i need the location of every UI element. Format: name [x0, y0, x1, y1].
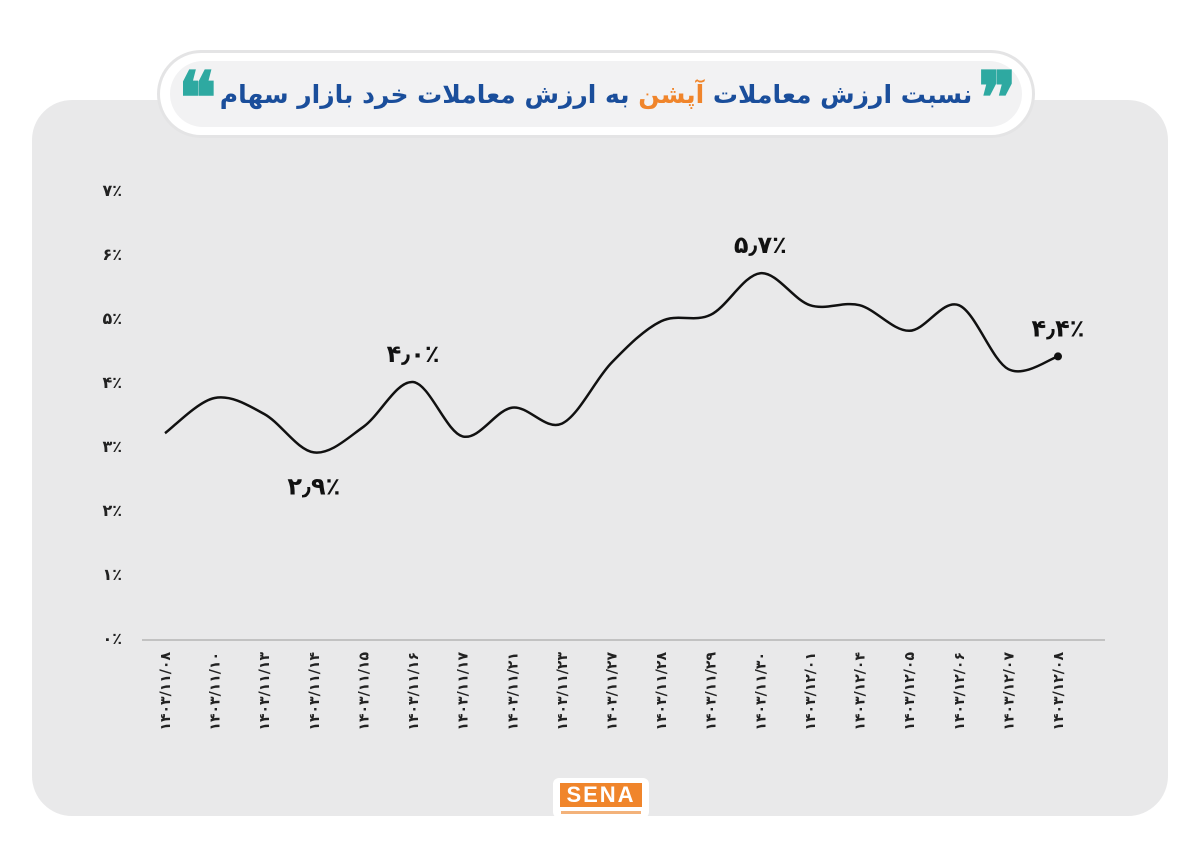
x-tick-label: ۱۴۰۳/۱۲/۰۸ — [1051, 652, 1067, 731]
logo-underline — [561, 810, 641, 814]
x-tick-label: ۱۴۰۳/۱۱/۱۷ — [456, 652, 472, 731]
x-tick-label: ۱۴۰۳/۱۱/۱۳ — [257, 652, 273, 731]
chart-card — [32, 100, 1168, 816]
chart-title: نسبت ارزش معاملات آپشن به ارزش معاملات خ… — [220, 80, 972, 109]
x-tick-label: ۱۴۰۳/۱۱/۲۳ — [555, 652, 571, 731]
x-tick-label: ۱۴۰۳/۱۲/۰۱ — [803, 652, 819, 731]
x-tick-label: ۱۴۰۳/۱۱/۲۷ — [605, 652, 621, 731]
quote-open-icon: ❝ — [178, 55, 217, 140]
data-label: ۴٫۰٪ — [387, 340, 440, 368]
x-tick-label: ۱۴۰۳/۱۱/۱۰ — [208, 652, 224, 731]
series-line — [164, 271, 1059, 454]
y-tick-label: ۲٪ — [102, 501, 122, 520]
data-label: ۴٫۴٪ — [1032, 314, 1085, 342]
title-part-1: نسبت ارزش معاملات — [712, 79, 973, 109]
x-axis: ۱۴۰۳/۱۱/۰۸ ۱۴۰۳/۱۱/۱۰ ۱۴۰۳/۱۱/۱۳ ۱۴۰۳/۱۱/۱۴… — [158, 652, 1067, 731]
x-tick-label: ۱۴۰۳/۱۱/۲۸ — [654, 652, 670, 731]
y-tick-label: ۶٪ — [102, 245, 122, 264]
x-tick-label: ۱۴۰۳/۱۱/۳۰ — [753, 652, 769, 731]
data-labels: ۲٫۹٪ ۴٫۰٪ ۵٫۷٪ ۴٫۴٪ — [287, 231, 1084, 500]
end-point-marker — [1054, 352, 1062, 361]
x-tick-label: ۱۴۰۳/۱۱/۱۶ — [406, 652, 422, 731]
x-tick-label: ۱۴۰۳/۱۱/۲۱ — [505, 652, 521, 731]
y-tick-label: ۵٪ — [102, 309, 122, 328]
x-tick-label: ۱۴۰۳/۱۱/۲۹ — [704, 652, 720, 731]
x-tick-label: ۱۴۰۳/۱۲/۰۴ — [853, 652, 869, 731]
data-label: ۵٫۷٪ — [734, 231, 787, 259]
sena-logo: SENA — [553, 778, 649, 818]
title-banner: نسبت ارزش معاملات آپشن به ارزش معاملات خ… — [160, 53, 1032, 135]
y-tick-label: ۱٪ — [102, 565, 122, 584]
x-tick-label: ۱۴۰۳/۱۲/۰۶ — [952, 652, 968, 731]
title-part-2: آپشن — [638, 79, 705, 109]
x-tick-label: ۱۴۰۳/۱۲/۰۷ — [1001, 652, 1017, 731]
x-tick-label: ۱۴۰۳/۱۱/۱۴ — [307, 652, 323, 731]
y-tick-label: ۷٪ — [102, 181, 122, 200]
y-tick-label: ۴٪ — [102, 373, 122, 392]
x-tick-label: ۱۴۰۳/۱۲/۰۵ — [902, 652, 918, 731]
quote-close-icon: ❞ — [978, 55, 1017, 140]
y-tick-label: ۳٪ — [102, 437, 122, 456]
y-tick-label: ۰٪ — [102, 629, 122, 648]
logo-text: SENA — [560, 782, 642, 807]
title-part-3: به ارزش معاملات خرد بازار سهام — [219, 79, 630, 109]
data-label: ۲٫۹٪ — [287, 472, 340, 500]
y-axis: ۰٪ ۱٪ ۲٪ ۳٪ ۴٪ ۵٪ ۶٪ ۷٪ — [102, 181, 122, 648]
x-tick-label: ۱۴۰۳/۱۱/۱۵ — [356, 652, 372, 731]
x-tick-label: ۱۴۰۳/۱۱/۰۸ — [158, 652, 174, 731]
